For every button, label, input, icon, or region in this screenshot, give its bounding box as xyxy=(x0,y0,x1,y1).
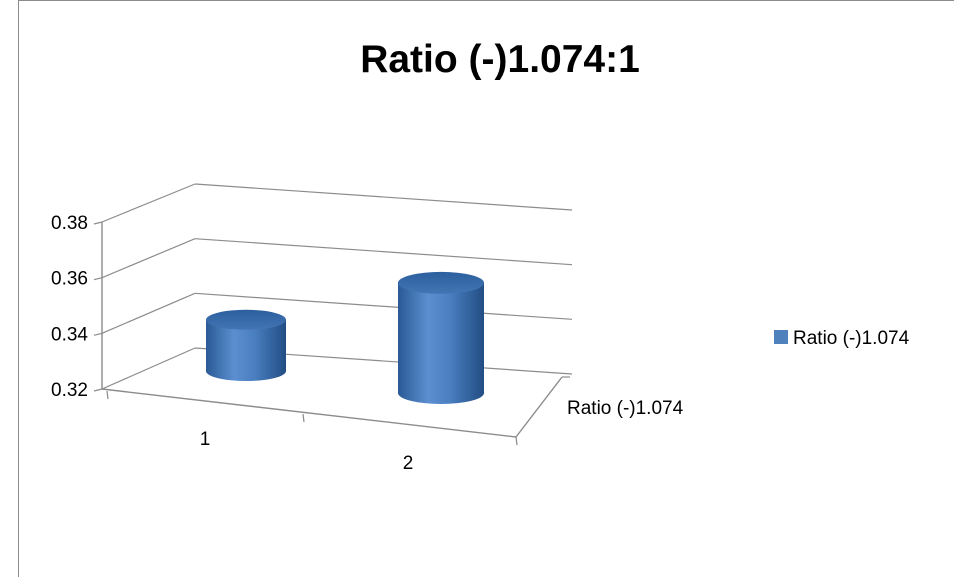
y-tick-label: 0.38 xyxy=(51,213,88,234)
bar-body xyxy=(206,319,286,381)
bar-top xyxy=(398,271,484,294)
bar-cylinder xyxy=(206,309,286,381)
gridline-back xyxy=(194,292,573,320)
x-tick-mark xyxy=(302,413,305,423)
y-tick-label: 0.32 xyxy=(51,380,88,401)
chart-frame xyxy=(18,0,954,577)
gridline-side xyxy=(101,238,196,279)
gridline-side xyxy=(101,292,196,334)
bar-top xyxy=(206,309,286,330)
bars xyxy=(206,271,484,404)
gridline-back xyxy=(194,238,573,266)
gridline-side xyxy=(101,347,196,390)
y-tick-mark xyxy=(93,221,103,225)
y-tick-label: 0.36 xyxy=(51,269,88,290)
chart-title: Ratio (-)1.074:1 xyxy=(360,38,640,81)
gridline-back xyxy=(194,183,573,211)
y-tick-labels: 0.32 0.34 0.36 0.38 xyxy=(51,213,88,401)
axes xyxy=(93,221,570,446)
gridlines xyxy=(101,183,573,390)
bar-cylinder xyxy=(398,271,484,404)
bar-body xyxy=(398,282,484,404)
y-tick-mark xyxy=(93,388,103,392)
floor-front-edge xyxy=(101,388,517,438)
y-tick-label: 0.34 xyxy=(51,324,88,345)
legend-label: Ratio (-)1.074 xyxy=(793,328,910,349)
x-tick-mark xyxy=(106,390,109,400)
gridline-side xyxy=(101,183,196,223)
depth-axis-label: Ratio (-)1.074 xyxy=(567,398,684,419)
y-tick-mark xyxy=(93,332,103,336)
legend: Ratio (-)1.074 xyxy=(774,328,910,349)
x-tick-labels: 12 xyxy=(200,429,414,474)
x-tick-label: 2 xyxy=(403,453,414,474)
x-tick-label: 1 xyxy=(200,429,211,450)
y-tick-mark xyxy=(93,277,103,281)
floor-right-edge xyxy=(515,376,563,438)
legend-swatch xyxy=(774,330,788,344)
x-tick-mark xyxy=(515,436,518,446)
